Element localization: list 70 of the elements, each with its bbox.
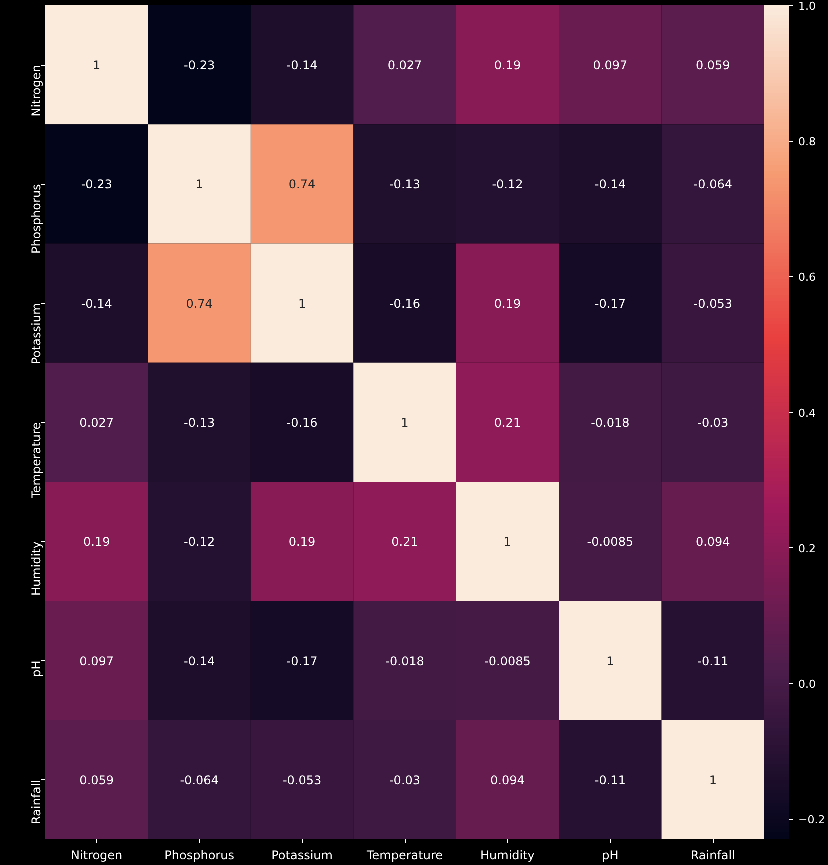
x-tick-label: Temperature xyxy=(366,848,444,862)
data-label: 1 xyxy=(196,178,204,192)
data-label: -0.14 xyxy=(286,58,318,73)
data-label: 1 xyxy=(93,58,101,73)
data-label: -0.16 xyxy=(286,416,318,430)
data-label: -0.16 xyxy=(389,296,421,311)
data-label: -0.12 xyxy=(184,535,216,550)
y-tick-label: Phosphorus xyxy=(30,184,44,254)
y-tick-label: Nitrogen xyxy=(30,65,44,117)
data-label: -0.14 xyxy=(184,654,216,668)
y-tick-label: Humidity xyxy=(30,542,44,596)
data-label: -0.23 xyxy=(81,178,112,192)
data-label: -0.12 xyxy=(492,178,524,192)
data-label: 0.027 xyxy=(80,416,114,430)
data-label: 0.097 xyxy=(593,58,628,73)
data-label: -0.11 xyxy=(594,773,626,788)
data-label: 0.094 xyxy=(490,773,525,788)
data-label: 0.094 xyxy=(696,535,730,550)
data-label: 0.19 xyxy=(288,535,316,550)
data-label: -0.053 xyxy=(282,773,322,788)
data-label: -0.17 xyxy=(286,654,318,668)
x-tick-label: Rainfall xyxy=(690,848,736,862)
x-tick-label: Nitrogen xyxy=(71,848,123,862)
data-label: 1 xyxy=(298,296,306,311)
data-label: -0.03 xyxy=(389,773,421,788)
data-label: -0.14 xyxy=(594,178,626,192)
data-label: -0.018 xyxy=(591,416,630,430)
x-tick-label: Potassium xyxy=(272,848,333,862)
data-label: 0.097 xyxy=(80,654,114,668)
x-tick-label: pH xyxy=(602,848,619,862)
data-label: -0.0085 xyxy=(484,654,531,668)
data-label: 1 xyxy=(709,773,717,788)
data-label: 0.74 xyxy=(186,296,213,311)
data-label: -0.14 xyxy=(81,296,112,311)
data-label: 0.059 xyxy=(80,773,114,788)
data-label: 0.059 xyxy=(696,58,730,73)
data-label: -0.13 xyxy=(184,416,216,430)
y-tick-label: Rainfall xyxy=(30,780,44,825)
data-label: -0.11 xyxy=(698,654,729,668)
data-label: 1 xyxy=(606,654,614,668)
data-label: -0.13 xyxy=(389,178,421,192)
color-bar-label: 0.4 xyxy=(798,406,816,420)
color-bar-label: 0.6 xyxy=(798,271,816,284)
data-label: -0.03 xyxy=(698,416,729,430)
color-bar-label: −0.2 xyxy=(798,814,826,827)
y-tick-label: pH xyxy=(30,660,44,678)
data-label: 0.19 xyxy=(84,535,110,550)
x-tick-label: Phosphorus xyxy=(164,848,234,862)
color-bar-label: 0.0 xyxy=(798,678,816,692)
data-label: 0.21 xyxy=(494,416,522,430)
color-bar-label: 0.8 xyxy=(798,136,816,149)
y-tick-label: Temperature xyxy=(30,422,44,500)
data-label: -0.064 xyxy=(180,773,219,788)
data-label: -0.0085 xyxy=(587,535,634,550)
color-bar-label: 1.0 xyxy=(798,0,816,13)
data-label: 0.74 xyxy=(288,178,316,192)
data-label: -0.018 xyxy=(386,654,424,668)
data-label: -0.17 xyxy=(594,296,626,311)
data-label: 0.21 xyxy=(392,535,418,550)
data-label: -0.053 xyxy=(694,296,732,311)
data-label: -0.064 xyxy=(694,178,732,192)
data-label: -0.23 xyxy=(184,58,216,73)
data-label: 0.19 xyxy=(494,58,522,73)
y-tick-label: Potassium xyxy=(30,303,44,365)
data-label: 1 xyxy=(401,416,409,430)
x-tick-label: Humidity xyxy=(480,848,535,862)
data-label: 0.027 xyxy=(388,58,422,73)
data-label: 1 xyxy=(504,535,512,550)
color-bar-label: 0.2 xyxy=(798,542,816,556)
data-label: 0.19 xyxy=(494,296,522,311)
